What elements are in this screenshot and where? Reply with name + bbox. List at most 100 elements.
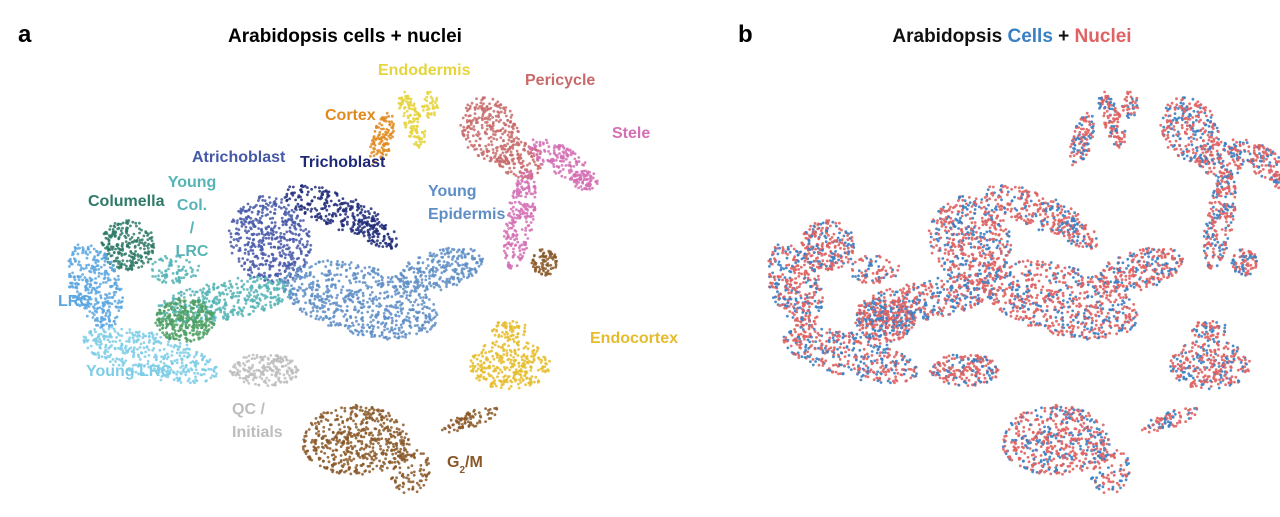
cell-point xyxy=(1163,128,1167,132)
cell-point xyxy=(252,275,256,279)
cell-point xyxy=(1040,288,1043,292)
cell-point xyxy=(947,291,951,295)
cell-point xyxy=(412,135,416,139)
cell-point xyxy=(1215,195,1218,199)
cell-point xyxy=(495,138,499,141)
cell-point xyxy=(999,188,1002,192)
cell-point xyxy=(893,293,896,297)
cell-point xyxy=(900,316,903,320)
cell-point xyxy=(1233,143,1236,147)
cell-point xyxy=(1210,264,1213,268)
cell-point xyxy=(539,150,543,154)
cell-point xyxy=(1117,144,1121,148)
cell-point xyxy=(872,281,875,285)
cell-point xyxy=(1020,207,1023,211)
cell-point xyxy=(1029,221,1032,225)
cell-point xyxy=(955,254,958,258)
cell-point xyxy=(1083,226,1087,230)
cell-point xyxy=(513,200,517,204)
cell-point xyxy=(495,146,498,150)
cell-point xyxy=(1020,217,1023,221)
cell-point xyxy=(1274,185,1277,188)
cell-point xyxy=(586,171,589,175)
cell-point xyxy=(857,269,861,273)
cell-point xyxy=(1027,213,1031,216)
cell-point xyxy=(968,201,972,205)
cell-point xyxy=(405,109,409,113)
cell-point xyxy=(235,311,239,315)
cell-point xyxy=(1090,120,1094,124)
cell-point xyxy=(995,238,998,242)
cell-point xyxy=(296,202,300,206)
cell-point xyxy=(288,226,292,230)
cell-point xyxy=(462,134,466,138)
cell-point xyxy=(379,117,383,121)
cell-point xyxy=(941,208,945,212)
cell-point xyxy=(432,106,435,109)
cell-point xyxy=(228,279,232,283)
cell-point xyxy=(399,96,403,100)
cell-point xyxy=(468,140,472,143)
cell-point xyxy=(519,253,522,256)
cell-point xyxy=(511,209,515,213)
cell-point xyxy=(966,289,970,293)
cell-point xyxy=(338,213,342,217)
cell-point xyxy=(977,263,981,267)
cell-point xyxy=(360,218,364,222)
cell-point xyxy=(963,271,966,275)
cell-point xyxy=(918,308,922,312)
cell-point xyxy=(1220,243,1224,247)
cell-point xyxy=(575,163,579,167)
cell-point xyxy=(315,218,319,222)
cell-point xyxy=(341,228,344,232)
cell-point xyxy=(1006,202,1010,206)
cell-point xyxy=(1215,149,1219,153)
cell-point xyxy=(536,171,540,175)
cell-point xyxy=(1210,158,1214,162)
cell-point xyxy=(1072,150,1076,154)
cell-point xyxy=(931,313,935,316)
cell-point xyxy=(1092,129,1095,133)
cell-point xyxy=(416,120,420,124)
cell-point xyxy=(291,237,295,241)
cell-point xyxy=(1087,243,1090,247)
cell-point xyxy=(313,185,317,189)
cell-point xyxy=(1225,175,1229,179)
cell-point xyxy=(265,202,268,206)
cell-point xyxy=(423,135,426,139)
cell-point xyxy=(249,288,253,292)
cell-point xyxy=(992,210,996,214)
cell-point xyxy=(1192,137,1196,141)
cell-point xyxy=(405,294,409,297)
cell-point xyxy=(512,137,516,141)
cell-point xyxy=(197,264,201,268)
cell-point xyxy=(969,210,972,214)
cell-point xyxy=(250,271,254,274)
cell-point xyxy=(930,295,934,299)
cell-point xyxy=(485,121,489,124)
cell-point xyxy=(926,312,930,316)
cell-point xyxy=(251,263,255,267)
cell-point xyxy=(232,219,236,223)
cell-point xyxy=(475,118,478,122)
cell-point xyxy=(521,248,525,251)
cell-point xyxy=(951,263,955,267)
cell-point xyxy=(1112,135,1116,139)
cell-point xyxy=(502,147,505,151)
cell-point xyxy=(1244,138,1248,142)
cell-point xyxy=(285,220,289,224)
cell-point xyxy=(851,262,855,266)
cell-point xyxy=(346,215,350,219)
cell-point xyxy=(256,212,260,216)
cell-point xyxy=(226,315,230,319)
cell-point xyxy=(318,189,321,193)
cell-point xyxy=(970,236,974,240)
cell-point xyxy=(1262,154,1265,158)
cell-point xyxy=(990,262,994,266)
cell-point xyxy=(1269,153,1273,157)
cell-point xyxy=(1029,321,1033,324)
cell-point xyxy=(966,213,969,216)
cell-point xyxy=(466,125,470,128)
cell-point xyxy=(261,211,264,215)
cell-point xyxy=(508,135,511,139)
